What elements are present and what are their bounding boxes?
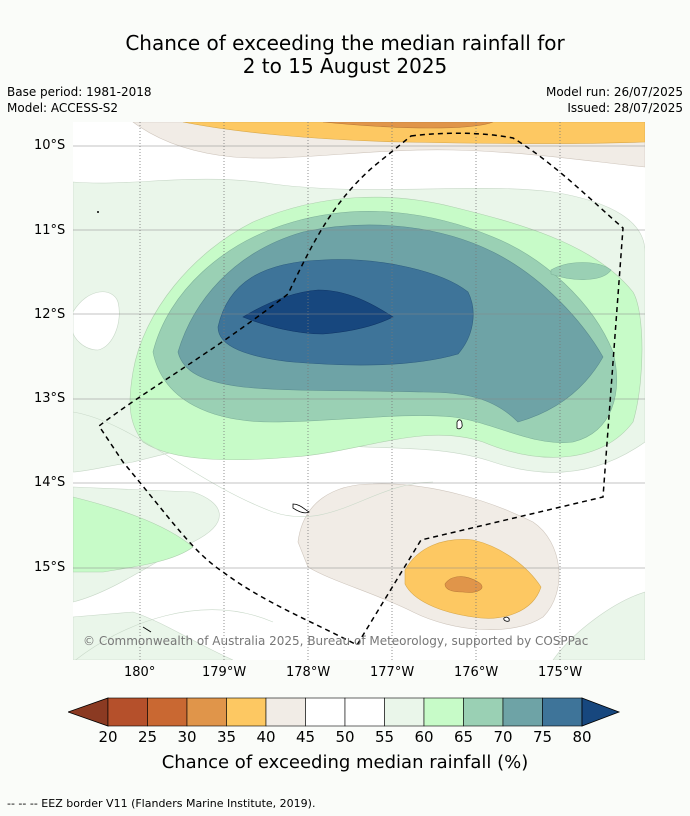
contour-west-white: [73, 291, 120, 351]
contour-60-65-west: [73, 496, 194, 573]
colorbar-cell: [463, 697, 504, 727]
contour-35-40-north: [182, 122, 645, 144]
issued-text: Issued: 28/07/2025: [567, 101, 683, 115]
lat-label-13s: 13°S: [34, 391, 66, 406]
colorbar-cell: [226, 697, 267, 727]
colorbar-tick-label: 25: [137, 728, 158, 746]
colorbar: [68, 697, 621, 727]
colorbar-cell: [107, 697, 148, 727]
model-text: Model: ACCESS-S2: [7, 101, 119, 115]
colorbar-cell: [305, 697, 346, 727]
chart-title-line2: 2 to 15 August 2025: [242, 54, 448, 78]
colorbar-tick-label: 45: [295, 728, 316, 746]
lat-label-10s: 10°S: [34, 138, 66, 153]
contour-35-40-south: [404, 539, 542, 619]
lat-label-14s: 14°S: [34, 475, 66, 490]
colorbar-extend-high: [581, 697, 621, 727]
lon-label-177w: 177°W: [370, 665, 415, 680]
colorbar-tick-label: 65: [453, 728, 474, 746]
model-run-text: Model run: 26/07/2025: [545, 85, 683, 99]
lon-label-179w: 179°W: [202, 665, 247, 680]
colorbar-tick-label: 80: [572, 728, 592, 746]
lat-label-12s: 12°S: [34, 307, 66, 322]
lon-label-180: 180°: [124, 665, 156, 680]
chart-title-line1: Chance of exceeding the median rainfall …: [125, 31, 565, 55]
lon-label-175w: 175°W: [538, 665, 583, 680]
graticule: [73, 145, 645, 569]
colorbar-cell: [502, 697, 543, 727]
colorbar-cell: [423, 697, 464, 727]
colorbar-tick-label: 75: [532, 728, 553, 746]
lon-label-178w: 178°W: [286, 665, 331, 680]
island-wallis: [456, 419, 463, 430]
colorbar-tick-label: 20: [98, 728, 118, 746]
colorbar-cell: [542, 697, 583, 727]
lon-label-176w: 176°W: [454, 665, 499, 680]
rainfall-map: © Commonwealth of Australia 2025, Bureau…: [73, 122, 645, 660]
colorbar-tick-label: 60: [414, 728, 434, 746]
contour-55-60-south: [73, 486, 645, 660]
colorbar-tick-label: 35: [216, 728, 237, 746]
colorbar-cell: [265, 697, 306, 727]
colorbar-tick-label: 70: [493, 728, 513, 746]
colorbar-extend-low: [68, 697, 109, 727]
eez-footer-note: -- -- -- EEZ border V11 (Flanders Marine…: [7, 797, 316, 810]
lat-label-15s: 15°S: [34, 560, 66, 575]
island-niuafoou: [503, 616, 510, 622]
colorbar-tick-label: 55: [374, 728, 395, 746]
colorbar-cell: [384, 697, 425, 727]
island-futuna: [292, 503, 310, 514]
contour-30-35-north: [322, 122, 494, 129]
colorbar-tick-label: 40: [256, 728, 276, 746]
colorbar-tick-label: 50: [335, 728, 355, 746]
copyright-text: © Commonwealth of Australia 2025, Bureau…: [83, 634, 588, 648]
lat-label-11s: 11°S: [34, 223, 66, 238]
base-period-text: Base period: 1981-2018: [7, 85, 152, 99]
colorbar-cell: [186, 697, 227, 727]
contour-east-patch: [550, 262, 612, 280]
contour-80-plus: [242, 289, 394, 335]
colorbar-tick-label: 30: [177, 728, 197, 746]
colorbar-cell: [147, 697, 188, 727]
contour-30-35-south: [444, 576, 483, 593]
colorbar-title: Chance of exceeding median rainfall (%): [161, 752, 529, 773]
colorbar-cell: [344, 697, 385, 727]
